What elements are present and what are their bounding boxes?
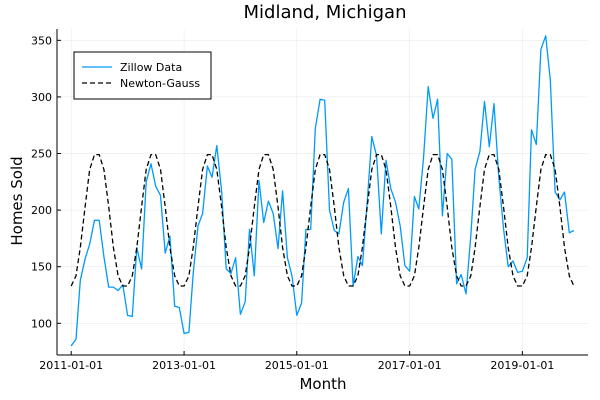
y-tick-label: 150 [31, 261, 52, 274]
y-tick-label: 100 [31, 317, 52, 330]
series-line-zillow-data [70, 35, 575, 347]
legend-label: Zillow Data [120, 61, 182, 74]
y-tick-label: 200 [31, 204, 52, 217]
x-axis-label: Month [299, 375, 346, 393]
axes: 2011-01-01 2013-01-01 2015-01-01 2017-01-01… [31, 29, 588, 372]
x-tick-label: 2015-01-01 [265, 359, 329, 372]
chart-title: Midland, Michigan [244, 2, 407, 23]
x-tick-label: 2013-01-01 [152, 359, 216, 372]
legend-box [73, 51, 212, 100]
legend: Zillow Data Newton-Gauss [73, 51, 212, 100]
grid [57, 29, 588, 355]
y-axis-label: Homes Sold [8, 156, 26, 245]
y-tick-label: 350 [31, 34, 52, 47]
x-tick-label: 2011-01-01 [39, 359, 103, 372]
y-tick-label: 300 [31, 91, 52, 104]
x-tick-label: 2017-01-01 [378, 359, 442, 372]
series-layer [70, 35, 575, 347]
y-tick-label: 250 [31, 148, 52, 161]
x-tick-label: 2019-01-01 [490, 359, 554, 372]
legend-label: Newton-Gauss [120, 77, 200, 90]
